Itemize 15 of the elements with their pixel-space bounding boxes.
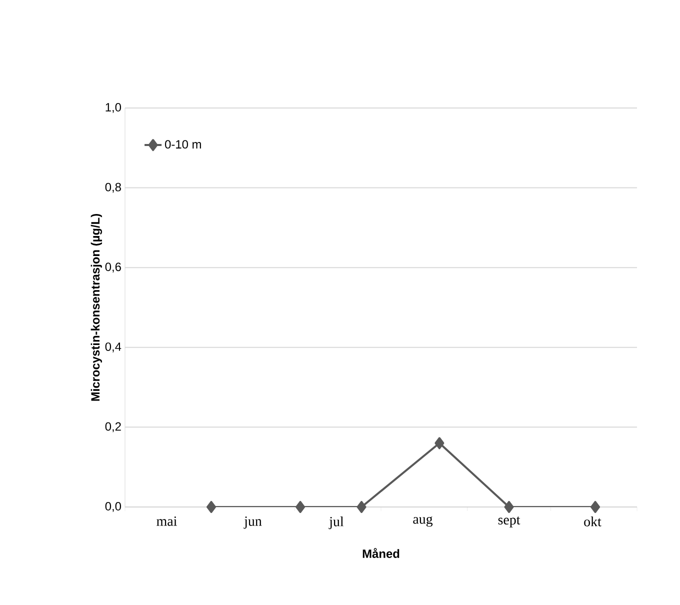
x-axis-title: Måned bbox=[362, 548, 400, 558]
y-tick-label: 0,0 bbox=[105, 502, 122, 512]
y-tick-label: 0,4 bbox=[105, 342, 122, 352]
y-tick-label: 0,8 bbox=[105, 182, 121, 193]
x-tick-label: jun bbox=[244, 516, 262, 529]
y-tick-label: 1,0 bbox=[106, 103, 122, 113]
y-axis-title: Microcystin-konsentrasjon (µg/L) bbox=[90, 214, 102, 401]
y-tick-label: 0,6 bbox=[105, 262, 121, 273]
x-tick-label: aug bbox=[413, 516, 433, 527]
x-tick-label: okt bbox=[584, 516, 602, 526]
legend-label: 0-10 m bbox=[165, 140, 201, 149]
x-tick-label: jul bbox=[328, 516, 344, 530]
y-tick-label: 0,2 bbox=[105, 422, 121, 432]
x-tick-label: sept bbox=[498, 516, 520, 528]
x-tick-label: mai bbox=[156, 516, 177, 526]
